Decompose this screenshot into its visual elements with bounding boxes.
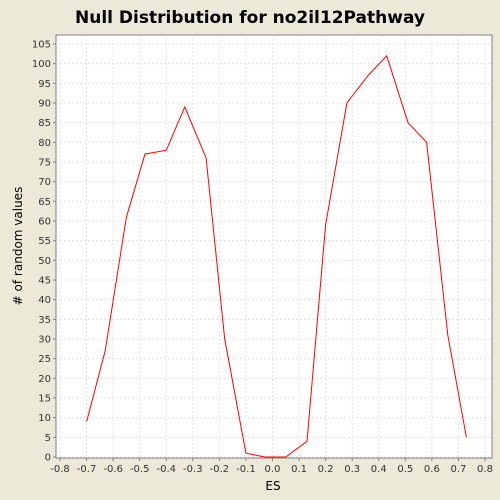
x-tick-label: 0.6 <box>424 464 440 475</box>
y-tick-label: 25 <box>38 354 51 365</box>
x-tick-label: -0.8 <box>50 464 70 475</box>
y-tick-label: 40 <box>38 295 51 306</box>
plot-area <box>55 34 493 459</box>
x-tick-label: 0.2 <box>318 464 334 475</box>
y-tick-label: 95 <box>38 79 51 90</box>
y-tick-label: 45 <box>38 276 51 287</box>
x-tick-label: 0.3 <box>344 464 360 475</box>
y-tick-label: 105 <box>32 40 51 51</box>
x-tick-label: -0.5 <box>130 464 150 475</box>
y-axis-label: # of random values <box>11 187 25 306</box>
x-tick-label: -0.3 <box>183 464 203 475</box>
chart-title: Null Distribution for no2il12Pathway <box>75 8 425 28</box>
series-line <box>86 54 467 458</box>
y-tick-label: 0 <box>45 453 51 464</box>
x-tick-label: -0.2 <box>210 464 230 475</box>
y-tick-label: 15 <box>38 394 51 405</box>
x-tick-label: -0.6 <box>103 464 123 475</box>
x-tick-label: -0.1 <box>236 464 256 475</box>
y-tick-label: 85 <box>38 118 51 129</box>
x-tick-label: 0.0 <box>265 464 281 475</box>
y-tick-label: 35 <box>38 315 51 326</box>
x-tick-label: 0.5 <box>397 464 413 475</box>
y-tick-label: 70 <box>38 177 51 188</box>
y-tick-label: 30 <box>38 335 51 346</box>
y-tick-label: 10 <box>38 413 51 424</box>
x-axis-label: ES <box>265 479 280 493</box>
y-tick-label: 75 <box>38 158 51 169</box>
y-tick-label: 65 <box>38 197 51 208</box>
x-tick-label: 0.8 <box>477 464 493 475</box>
x-tick-label: 0.1 <box>291 464 307 475</box>
y-tick-label: 20 <box>38 374 51 385</box>
grid-lines <box>56 35 492 458</box>
x-tick-label: -0.7 <box>77 464 97 475</box>
axes: 0 5 10 15 20 25 30 35 40 45 50 55 60 65 70 75 80 85 90 95 10… <box>32 40 493 476</box>
y-tick-label: 5 <box>45 433 51 444</box>
x-tick-label: 0.7 <box>450 464 466 475</box>
x-tick-label: -0.4 <box>156 464 176 475</box>
y-tick-label: 90 <box>38 99 51 110</box>
y-tick-label: 100 <box>32 59 51 70</box>
y-tick-label: 60 <box>38 217 51 228</box>
series-layer <box>86 54 467 458</box>
y-tick-label: 80 <box>38 138 51 149</box>
y-tick-label: 50 <box>38 256 51 267</box>
y-tick-label: 55 <box>38 236 51 247</box>
x-tick-label: 0.4 <box>371 464 387 475</box>
